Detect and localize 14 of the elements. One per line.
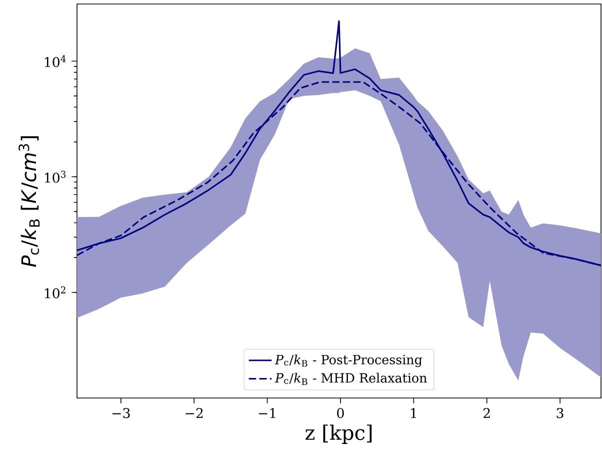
- x-tick-label: −2: [186, 408, 203, 418]
- y-tick-label: 10$^{4}$: [45, 55, 66, 68]
- x-tick-label: −1: [258, 408, 276, 418]
- y-tick-label: 10$^{2}$: [45, 286, 66, 298]
- text: P$_{c}$/k$_{B}$ [K/cm$^{3}$]: [18, 136, 40, 267]
- legend-label: P$_{c}$/k$_{B}$ - MHD Relaxation: [274, 372, 427, 385]
- legend-label: P$_{c}$/k$_{B}$ - Post-Processing: [274, 354, 422, 368]
- x-tick-label: 3: [556, 408, 564, 418]
- y-tick-label: 10$^{3}$: [45, 170, 66, 183]
- x-tick-label: 2: [484, 408, 490, 418]
- x-tick-label: 0: [337, 408, 344, 418]
- x-tick-label: 1: [411, 408, 416, 418]
- x-tick-label: −3: [112, 408, 130, 418]
- x-axis-title: z [kpc]: [305, 424, 372, 444]
